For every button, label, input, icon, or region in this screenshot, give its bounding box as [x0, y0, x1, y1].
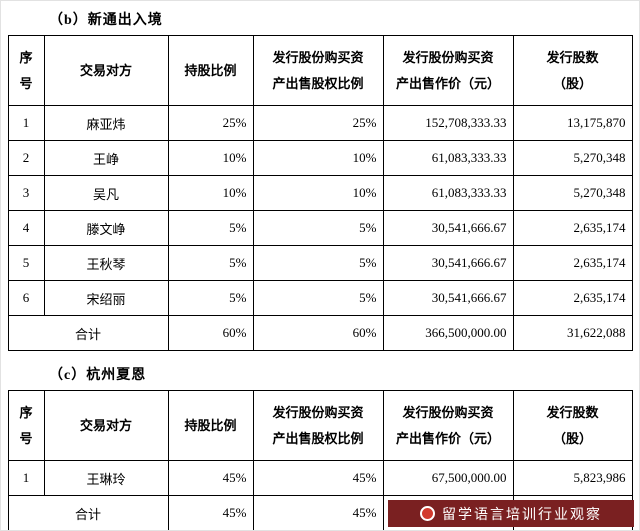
- cell-shares: 2,635,174: [512, 245, 633, 281]
- cell-hold-ratio: 5%: [167, 280, 254, 316]
- cell-total-hold-ratio: 45%: [167, 495, 254, 530]
- cell-sale-price: 67,500,000.00: [382, 460, 514, 496]
- col-header-sale-price: 发行股份购买资 产出售作价（元）: [382, 390, 514, 461]
- watermark-text: 留学语言培训行业观察: [442, 505, 602, 522]
- cell-sale-price: 152,708,333.33: [382, 105, 514, 141]
- cell-no: 3: [7, 175, 45, 211]
- table-row: 4 滕文峥 5% 5% 30,541,666.67 2,635,174: [7, 210, 633, 246]
- cell-counterparty: 宋绍丽: [43, 280, 169, 316]
- cell-no: 2: [7, 140, 45, 176]
- cell-no: 4: [7, 210, 45, 246]
- cell-hold-ratio: 10%: [167, 140, 254, 176]
- watermark-logo-icon: [420, 506, 435, 521]
- col-header-hold-ratio: 持股比例: [167, 35, 254, 106]
- col-header-no: 序 号: [7, 35, 45, 106]
- cell-shares: 5,270,348: [512, 175, 633, 211]
- cell-shares: 2,635,174: [512, 280, 633, 316]
- table-row: 1 麻亚炜 25% 25% 152,708,333.33 13,175,870: [7, 105, 633, 141]
- cell-counterparty: 王峥: [43, 140, 169, 176]
- table-row: 3 吴凡 10% 10% 61,083,333.33 5,270,348: [7, 175, 633, 211]
- cell-counterparty: 滕文峥: [43, 210, 169, 246]
- col-header-counterparty: 交易对方: [43, 390, 169, 461]
- cell-sale-ratio: 25%: [252, 105, 384, 141]
- cell-shares: 5,270,348: [512, 140, 633, 176]
- cell-counterparty: 王秋琴: [43, 245, 169, 281]
- table-c-header-row: 序 号 交易对方 持股比例 发行股份购买资 产出售股权比例 发行股份购买资 产出…: [7, 390, 633, 461]
- cell-total-label: 合计: [7, 495, 169, 530]
- col-header-hold-ratio: 持股比例: [167, 390, 254, 461]
- section-divider: [1, 351, 639, 361]
- table-row: 6 宋绍丽 5% 5% 30,541,666.67 2,635,174: [7, 280, 633, 316]
- cell-sale-price: 30,541,666.67: [382, 245, 514, 281]
- cell-counterparty: 麻亚炜: [43, 105, 169, 141]
- cell-total-label: 合计: [7, 315, 169, 351]
- watermark: 留学语言培训行业观察: [388, 500, 634, 527]
- cell-sale-price: 30,541,666.67: [382, 210, 514, 246]
- cell-sale-price: 61,083,333.33: [382, 175, 514, 211]
- table-row: 1 王琳玲 45% 45% 67,500,000.00 5,823,986: [7, 460, 633, 496]
- col-header-shares: 发行股数 （股）: [512, 35, 633, 106]
- cell-hold-ratio: 5%: [167, 245, 254, 281]
- table-section-b: 序 号 交易对方 持股比例 发行股份购买资 产出售股权比例 发行股份购买资 产出…: [7, 35, 633, 351]
- section-b-heading: （b）新通出入境: [49, 13, 163, 28]
- cell-total-sale-price: 366,500,000.00: [382, 315, 514, 351]
- col-header-no: 序 号: [7, 390, 45, 461]
- table-row: 5 王秋琴 5% 5% 30,541,666.67 2,635,174: [7, 245, 633, 281]
- table-total-row: 合计 60% 60% 366,500,000.00 31,622,088: [7, 315, 633, 351]
- cell-no: 1: [7, 105, 45, 141]
- cell-total-sale-ratio: 45%: [252, 495, 384, 530]
- cell-total-shares: 31,622,088: [512, 315, 633, 351]
- cell-sale-price: 30,541,666.67: [382, 280, 514, 316]
- cell-sale-ratio: 5%: [252, 210, 384, 246]
- cell-total-hold-ratio: 60%: [167, 315, 254, 351]
- col-header-shares: 发行股数 （股）: [512, 390, 633, 461]
- col-header-sale-ratio: 发行股份购买资 产出售股权比例: [252, 390, 384, 461]
- cell-shares: 2,635,174: [512, 210, 633, 246]
- col-header-sale-ratio: 发行股份购买资 产出售股权比例: [252, 35, 384, 106]
- cell-hold-ratio: 10%: [167, 175, 254, 211]
- cell-no: 1: [7, 460, 45, 496]
- cell-hold-ratio: 5%: [167, 210, 254, 246]
- cell-hold-ratio: 45%: [167, 460, 254, 496]
- cell-no: 6: [7, 280, 45, 316]
- cell-sale-price: 61,083,333.33: [382, 140, 514, 176]
- cell-shares: 13,175,870: [512, 105, 633, 141]
- cell-sale-ratio: 5%: [252, 280, 384, 316]
- cell-hold-ratio: 25%: [167, 105, 254, 141]
- section-c-heading: （c）杭州夏恩: [49, 368, 147, 383]
- col-header-sale-price: 发行股份购买资 产出售作价（元）: [382, 35, 514, 106]
- cell-total-sale-ratio: 60%: [252, 315, 384, 351]
- cell-counterparty: 吴凡: [43, 175, 169, 211]
- cell-sale-ratio: 10%: [252, 140, 384, 176]
- cell-sale-ratio: 10%: [252, 175, 384, 211]
- cell-counterparty: 王琳玲: [43, 460, 169, 496]
- table-row: 2 王峥 10% 10% 61,083,333.33 5,270,348: [7, 140, 633, 176]
- cell-sale-ratio: 45%: [252, 460, 384, 496]
- table-b-header-row: 序 号 交易对方 持股比例 发行股份购买资 产出售股权比例 发行股份购买资 产出…: [7, 35, 633, 106]
- cell-shares: 5,823,986: [512, 460, 633, 496]
- cell-no: 5: [7, 245, 45, 281]
- cell-sale-ratio: 5%: [252, 245, 384, 281]
- col-header-counterparty: 交易对方: [43, 35, 169, 106]
